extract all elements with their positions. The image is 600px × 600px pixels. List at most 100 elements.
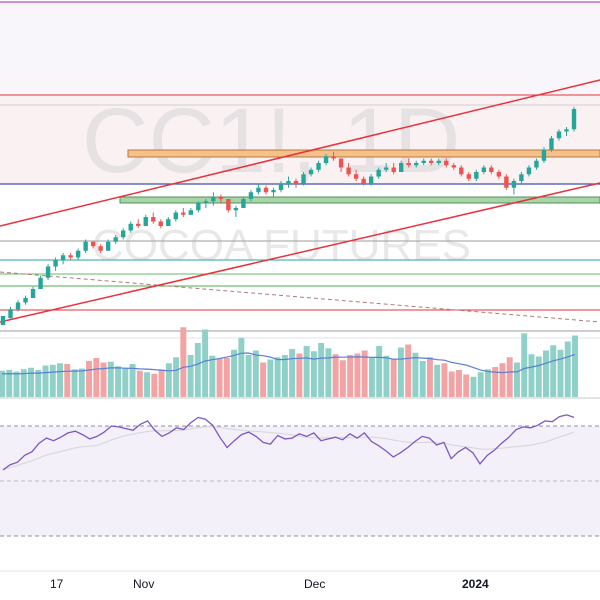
- candle-body: [30, 289, 36, 298]
- candle-body: [481, 167, 487, 172]
- volume-bar: [274, 357, 281, 397]
- candle-body: [346, 167, 351, 175]
- volume-bar: [477, 372, 484, 397]
- volume-bar: [180, 327, 187, 397]
- volume-bar: [310, 351, 317, 397]
- green-support-zone[interactable]: [119, 196, 600, 204]
- volume-bar: [223, 358, 230, 397]
- orange-resistance-zone[interactable]: [127, 149, 600, 158]
- candle-body: [241, 199, 246, 208]
- volume-bar: [115, 366, 122, 397]
- candle-body: [406, 163, 411, 166]
- volume-bar: [332, 354, 339, 397]
- candle-body: [556, 131, 562, 139]
- candle-body: [90, 241, 96, 247]
- volume-bar: [20, 369, 27, 397]
- candle-body: [444, 160, 449, 166]
- volume-bar: [122, 368, 129, 397]
- candle-body: [8, 309, 13, 319]
- candle-body: [121, 230, 126, 238]
- volume-bar: [296, 353, 303, 397]
- candle-body: [429, 160, 434, 163]
- volume-bar: [86, 361, 93, 397]
- volume-bar: [78, 368, 85, 397]
- candle-body: [151, 217, 156, 222]
- volume-bar: [318, 343, 325, 397]
- candle-body: [368, 176, 374, 184]
- volume-bar: [412, 352, 419, 397]
- candle-body: [248, 192, 254, 199]
- volume-bar: [6, 370, 13, 397]
- candle-body: [75, 250, 81, 258]
- volume-bar: [151, 373, 158, 397]
- volume-bar: [564, 341, 571, 397]
- volume-bar: [543, 350, 549, 397]
- volume-bar: [441, 363, 448, 397]
- volume-bar: [136, 370, 143, 397]
- rsi-ma-line: [2, 425, 575, 471]
- candle-body: [0, 316, 6, 325]
- channel-upper-line[interactable]: [0, 79, 600, 227]
- candle-body: [128, 223, 133, 231]
- volume-bar: [187, 355, 194, 397]
- volume-bar: [165, 363, 172, 397]
- candle-body: [113, 237, 118, 242]
- candle-body: [203, 201, 209, 204]
- x-tick-label: 17: [50, 577, 64, 591]
- volume-bar: [209, 355, 216, 397]
- candle-body: [383, 167, 389, 170]
- candle-body: [474, 172, 479, 179]
- volume-bar: [252, 350, 259, 397]
- volume-bar: [528, 354, 535, 397]
- candle-body: [571, 109, 577, 130]
- candle-body: [196, 203, 201, 211]
- candle-body: [534, 160, 539, 168]
- volume-bar: [572, 335, 578, 397]
- volume-bar: [397, 347, 404, 397]
- candle-body: [511, 181, 517, 188]
- volume-bar: [368, 358, 375, 397]
- candle-body: [98, 246, 103, 251]
- dashed-trend-line[interactable]: [0, 271, 600, 323]
- volume-series: [0, 327, 578, 397]
- volume-bar: [0, 370, 5, 397]
- volume-bar: [514, 362, 520, 397]
- volume-bar: [71, 369, 78, 397]
- volume-ma-line: [1, 352, 576, 375]
- candle-body: [459, 167, 464, 175]
- channel-lower-line[interactable]: [0, 182, 600, 323]
- watermark-name: COCOA FUTURES: [92, 221, 471, 270]
- candle-body: [496, 172, 502, 177]
- watermark-symbol: CC1!, 1D: [82, 90, 460, 192]
- volume-bar: [216, 358, 223, 397]
- volume-bar: [194, 343, 201, 397]
- volume-bar: [267, 359, 274, 397]
- candle-body: [451, 165, 456, 168]
- volume-bar: [434, 364, 441, 397]
- candle-body: [256, 187, 261, 193]
- candle-body: [549, 138, 554, 150]
- volume-bar: [492, 367, 499, 397]
- volume-bar: [557, 349, 564, 397]
- candle-body: [211, 196, 216, 202]
- candle-body: [519, 174, 524, 181]
- x-tick-label: Dec: [304, 577, 325, 591]
- candle-body: [301, 174, 306, 184]
- volume-bar: [100, 362, 107, 397]
- candle-body: [353, 174, 359, 179]
- candle-body: [308, 169, 314, 175]
- volume-bar: [521, 333, 528, 397]
- volume-bar: [64, 364, 71, 397]
- candle-body: [278, 183, 284, 190]
- candle-body: [68, 255, 73, 258]
- candle-body: [271, 190, 276, 193]
- candle-body: [323, 156, 329, 163]
- volume-bar: [28, 367, 34, 397]
- candle-body: [233, 208, 239, 211]
- candle-body: [158, 221, 163, 226]
- candle-body: [105, 241, 111, 251]
- volume-bar: [57, 363, 63, 397]
- candle-body: [489, 167, 494, 172]
- volume-bar: [281, 355, 288, 397]
